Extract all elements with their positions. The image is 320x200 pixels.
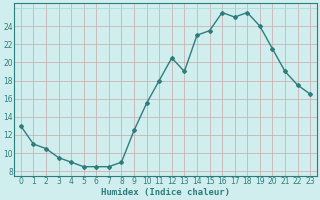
X-axis label: Humidex (Indice chaleur): Humidex (Indice chaleur) (101, 188, 230, 197)
